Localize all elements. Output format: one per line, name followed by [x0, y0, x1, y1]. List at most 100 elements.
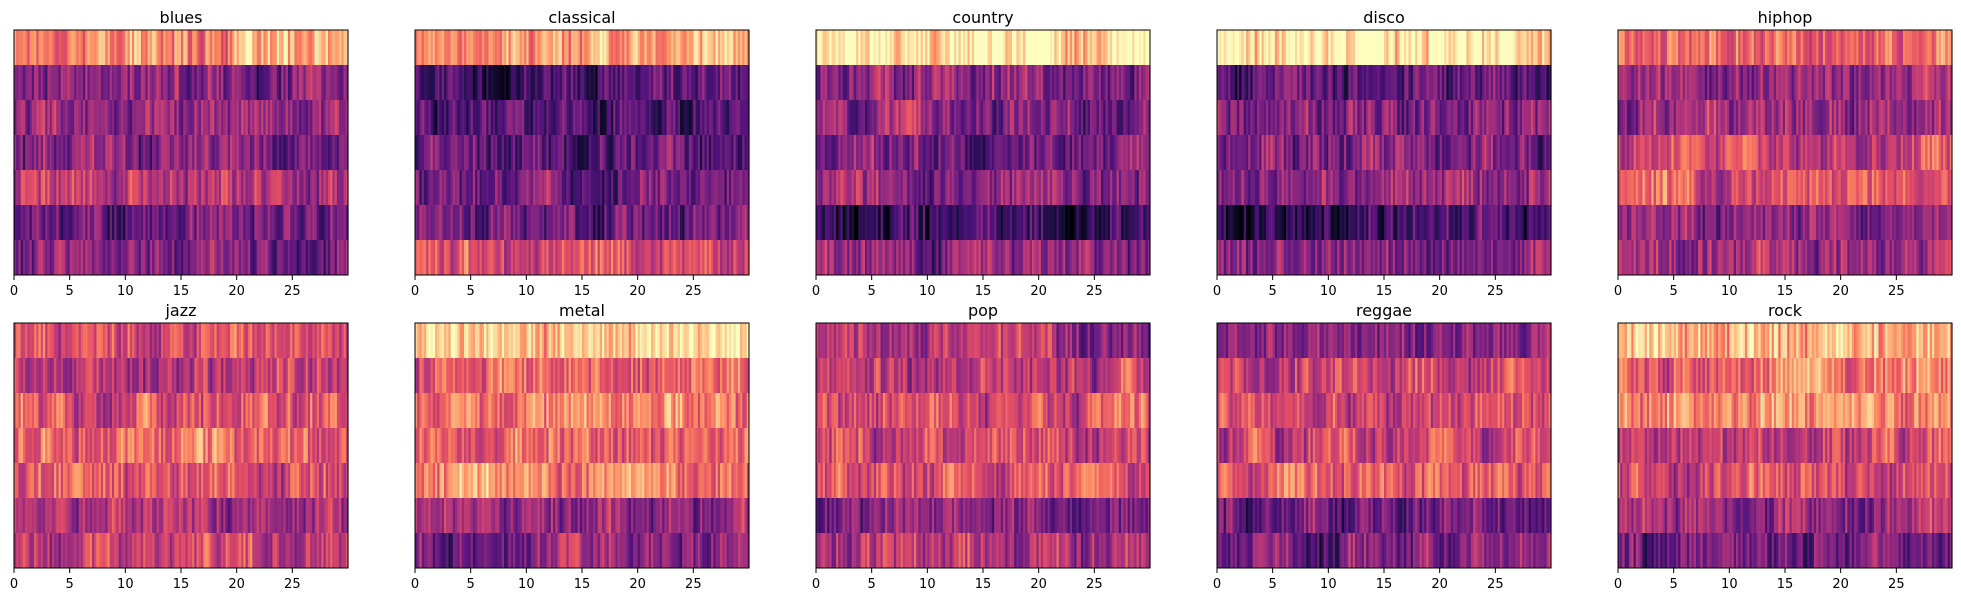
heatmap-cell [646, 170, 650, 206]
heatmap-cell [1889, 135, 1893, 171]
heatmap-cell [820, 135, 824, 171]
heatmap-cell [1219, 170, 1223, 206]
heatmap-cell [241, 100, 244, 136]
heatmap-cell [283, 100, 287, 136]
heatmap-cell [1085, 30, 1089, 66]
heatmap-cell [528, 170, 532, 206]
heatmap-cell [1497, 240, 1501, 276]
heatmap-cell [853, 65, 857, 101]
heatmap-cell [1134, 30, 1138, 66]
heatmap-cell [1441, 30, 1445, 66]
heatmap-cell [125, 100, 129, 136]
heatmap-cell [1542, 205, 1545, 241]
heatmap-cell [847, 135, 850, 171]
heatmap-cell [238, 170, 242, 206]
heatmap-cell [1430, 240, 1434, 276]
heatmap-cell [1096, 100, 1100, 136]
heatmap-cell [1123, 170, 1127, 206]
heatmap-cell [227, 205, 231, 241]
heatmap-cell [290, 170, 293, 206]
heatmap-cell [495, 100, 498, 136]
heatmap-cell [1925, 100, 1929, 136]
heatmap-cell [595, 30, 599, 66]
heatmap-cell [1009, 240, 1013, 276]
heatmap-cell [1497, 30, 1501, 66]
heatmap-cell [860, 205, 864, 241]
heatmap-cell [1473, 100, 1476, 136]
heatmap-cell [1673, 30, 1677, 66]
heatmap-cell [1417, 100, 1421, 136]
heatmap-cell [1038, 240, 1042, 276]
heatmap-cell [858, 30, 862, 66]
heatmap-cell [1355, 170, 1358, 206]
heatmap-cell [1740, 170, 1744, 206]
heatmap-cell [1907, 100, 1911, 136]
heatmap-cell [548, 135, 552, 171]
heatmap-cell [588, 30, 592, 66]
heatmap-cell [1724, 30, 1728, 66]
heatmap-cell [1270, 100, 1274, 136]
heatmap-cell [945, 205, 948, 241]
heatmap-cell [666, 170, 670, 206]
heatmap-cell [432, 240, 436, 276]
heatmap-cell [116, 205, 120, 241]
heatmap-cell [472, 135, 476, 171]
heatmap-cell [1435, 170, 1439, 206]
heatmap-cell [14, 65, 17, 101]
heatmap-cell [192, 170, 195, 206]
heatmap-cell [659, 240, 663, 276]
heatmap-cell [25, 135, 28, 171]
heatmap-cell [1417, 205, 1421, 241]
heatmap-cell [325, 240, 329, 276]
heatmap-cell [671, 205, 674, 241]
heatmap-cell [606, 135, 610, 171]
heatmap-cell [1337, 135, 1341, 171]
heatmap-cell [303, 135, 307, 171]
heatmap-cell [847, 240, 850, 276]
heatmap-cell [1488, 65, 1492, 101]
heatmap-cell [539, 205, 543, 241]
heatmap-cell [606, 205, 610, 241]
heatmap-cell [136, 30, 140, 66]
heatmap-cell [245, 30, 249, 66]
heatmap-cell [120, 170, 124, 206]
heatmap-cell [1386, 65, 1390, 101]
heatmap-cell [958, 240, 962, 276]
heatmap-cell [1822, 100, 1826, 136]
heatmap-cell [885, 170, 888, 206]
heatmap-cell [1898, 135, 1902, 171]
heatmap-cell [974, 240, 977, 276]
heatmap-cell [111, 205, 115, 241]
heatmap-cell [1089, 170, 1093, 206]
heatmap-cell [974, 100, 977, 136]
heatmap-cell [1350, 205, 1354, 241]
heatmap-cell [733, 135, 737, 171]
heatmap-cell [1388, 240, 1392, 276]
heatmap-cell [330, 205, 334, 241]
heatmap-cell [1134, 100, 1138, 136]
heatmap-cell [1018, 30, 1022, 66]
heatmap-cell [49, 240, 53, 276]
heatmap-cell [140, 170, 144, 206]
heatmap-cell [1537, 135, 1541, 171]
heatmap-cell [733, 65, 737, 101]
heatmap-cell [1230, 170, 1234, 206]
heatmap-cell [1658, 135, 1661, 171]
heatmap-cell [334, 135, 338, 171]
heatmap-cell [1143, 205, 1147, 241]
heatmap-cell [1773, 30, 1777, 66]
heatmap-cell [38, 30, 42, 66]
heatmap-cell [1011, 135, 1015, 171]
heatmap-cell [840, 205, 844, 241]
heatmap-cell [682, 100, 686, 136]
heatmap-cell [1277, 65, 1280, 101]
heatmap-cell [1929, 100, 1933, 136]
heatmap-cell [1490, 135, 1494, 171]
heatmap-cell [281, 205, 285, 241]
heatmap-cell [715, 170, 719, 206]
heatmap-cell [896, 170, 899, 206]
heatmap-cell [1335, 170, 1338, 206]
heatmap-cell [1923, 30, 1926, 66]
heatmap-cell [96, 100, 100, 136]
heatmap-cell [1767, 30, 1771, 66]
